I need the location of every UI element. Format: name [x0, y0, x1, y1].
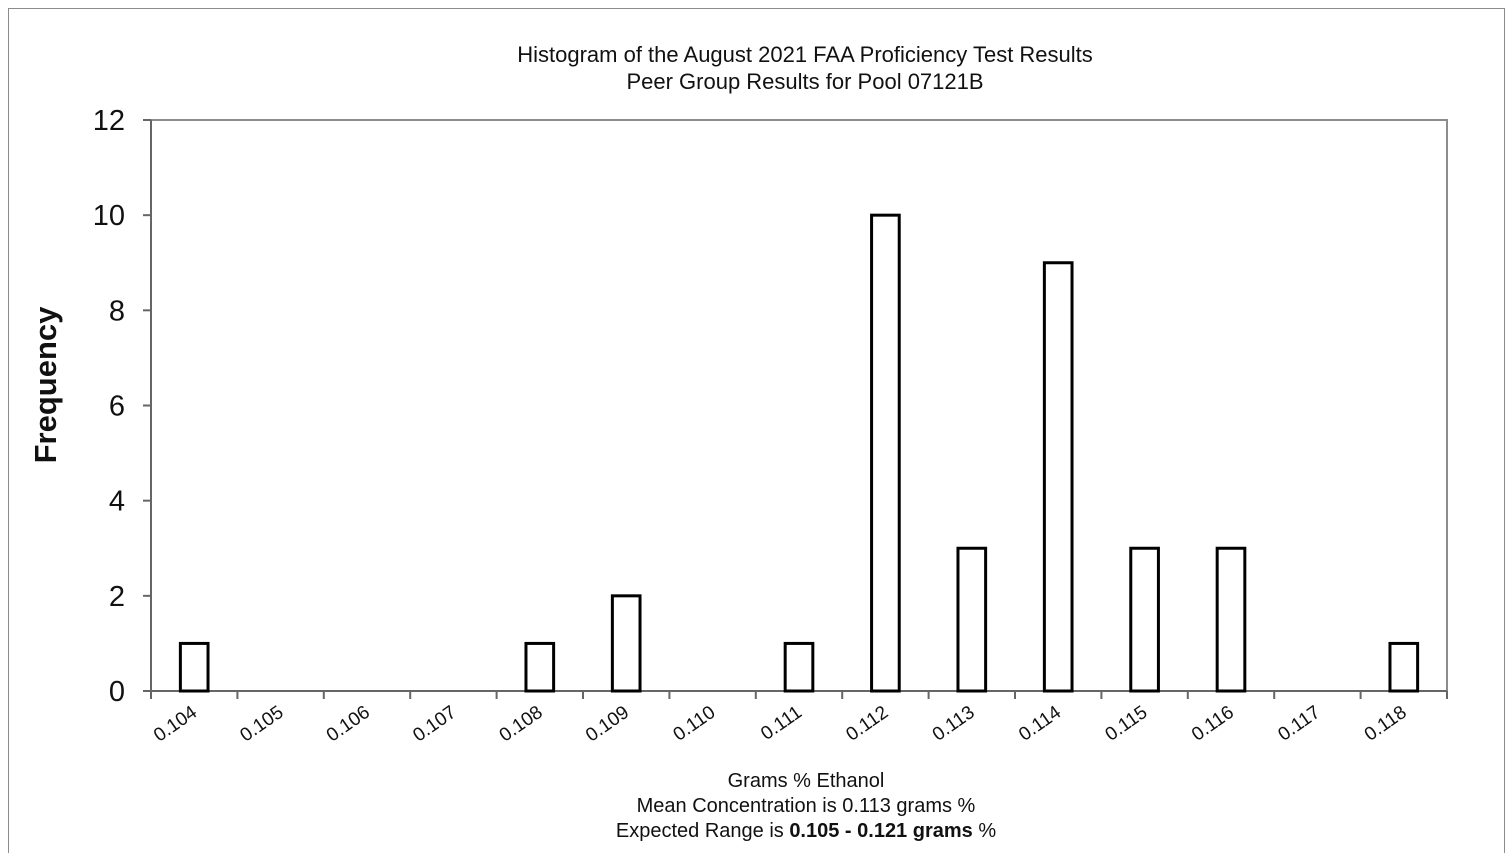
x-axis-label: Grams % Ethanol	[728, 770, 885, 792]
histogram-bar	[1215, 546, 1247, 693]
histogram-bar	[1042, 261, 1074, 693]
expected-range-suffix: %	[973, 820, 997, 842]
x-tick-label: 0.118	[1361, 702, 1411, 746]
x-tick-label: 0.109	[582, 702, 633, 746]
histogram-bar	[178, 641, 210, 693]
mean-concentration-text: Mean Concentration is 0.113 grams %	[637, 795, 976, 817]
x-tick-label: 0.111	[757, 702, 806, 745]
histogram-bar	[1388, 641, 1420, 693]
histogram-bar	[956, 546, 988, 693]
y-tick-label: 0	[109, 676, 125, 708]
histogram-bar	[870, 213, 901, 693]
x-tick-label: 0.114	[1015, 702, 1065, 746]
x-tick-label: 0.107	[409, 702, 460, 746]
chart-frame	[8, 8, 1505, 853]
y-tick-label: 10	[93, 200, 125, 232]
y-axis-label: Frequency	[28, 306, 63, 464]
y-tick-label: 8	[109, 295, 125, 327]
histogram-bar	[610, 594, 642, 693]
plot-border	[150, 119, 1448, 692]
expected-range-text: Expected Range is 0.105 - 0.121 grams %	[616, 820, 996, 842]
chart-title: Histogram of the August 2021 FAA Profici…	[517, 42, 1093, 67]
x-tick-label: 0.110	[670, 702, 720, 746]
histogram-bar	[1129, 546, 1160, 693]
y-tick-label: 2	[109, 581, 125, 613]
x-tick-label: 0.113	[929, 702, 979, 746]
x-tick-label: 0.106	[323, 702, 374, 746]
x-tick-label: 0.104	[150, 702, 201, 747]
y-tick-label: 12	[93, 105, 125, 137]
x-tick-label: 0.117	[1274, 702, 1324, 746]
chart-subtitle: Peer Group Results for Pool 07121B	[626, 69, 983, 94]
x-tick-label: 0.108	[496, 702, 547, 746]
plot-area: 0 2 4 6 8 10 12 0.104 0.105 0.106 0.107 0.108 0.109 0…	[93, 105, 1448, 747]
x-tick-label: 0.112	[842, 702, 892, 746]
y-tick-label: 6	[109, 391, 125, 423]
expected-range-value: 0.105 - 0.121 grams	[789, 820, 972, 842]
y-tick-label: 4	[109, 486, 125, 518]
x-tick-label: 0.115	[1102, 702, 1152, 746]
histogram-bar	[783, 641, 815, 693]
expected-range-prefix: Expected Range is	[616, 820, 789, 842]
histogram-bar	[524, 641, 556, 693]
x-tick-label: 0.116	[1188, 702, 1238, 746]
x-tick-label: 0.105	[236, 702, 287, 746]
